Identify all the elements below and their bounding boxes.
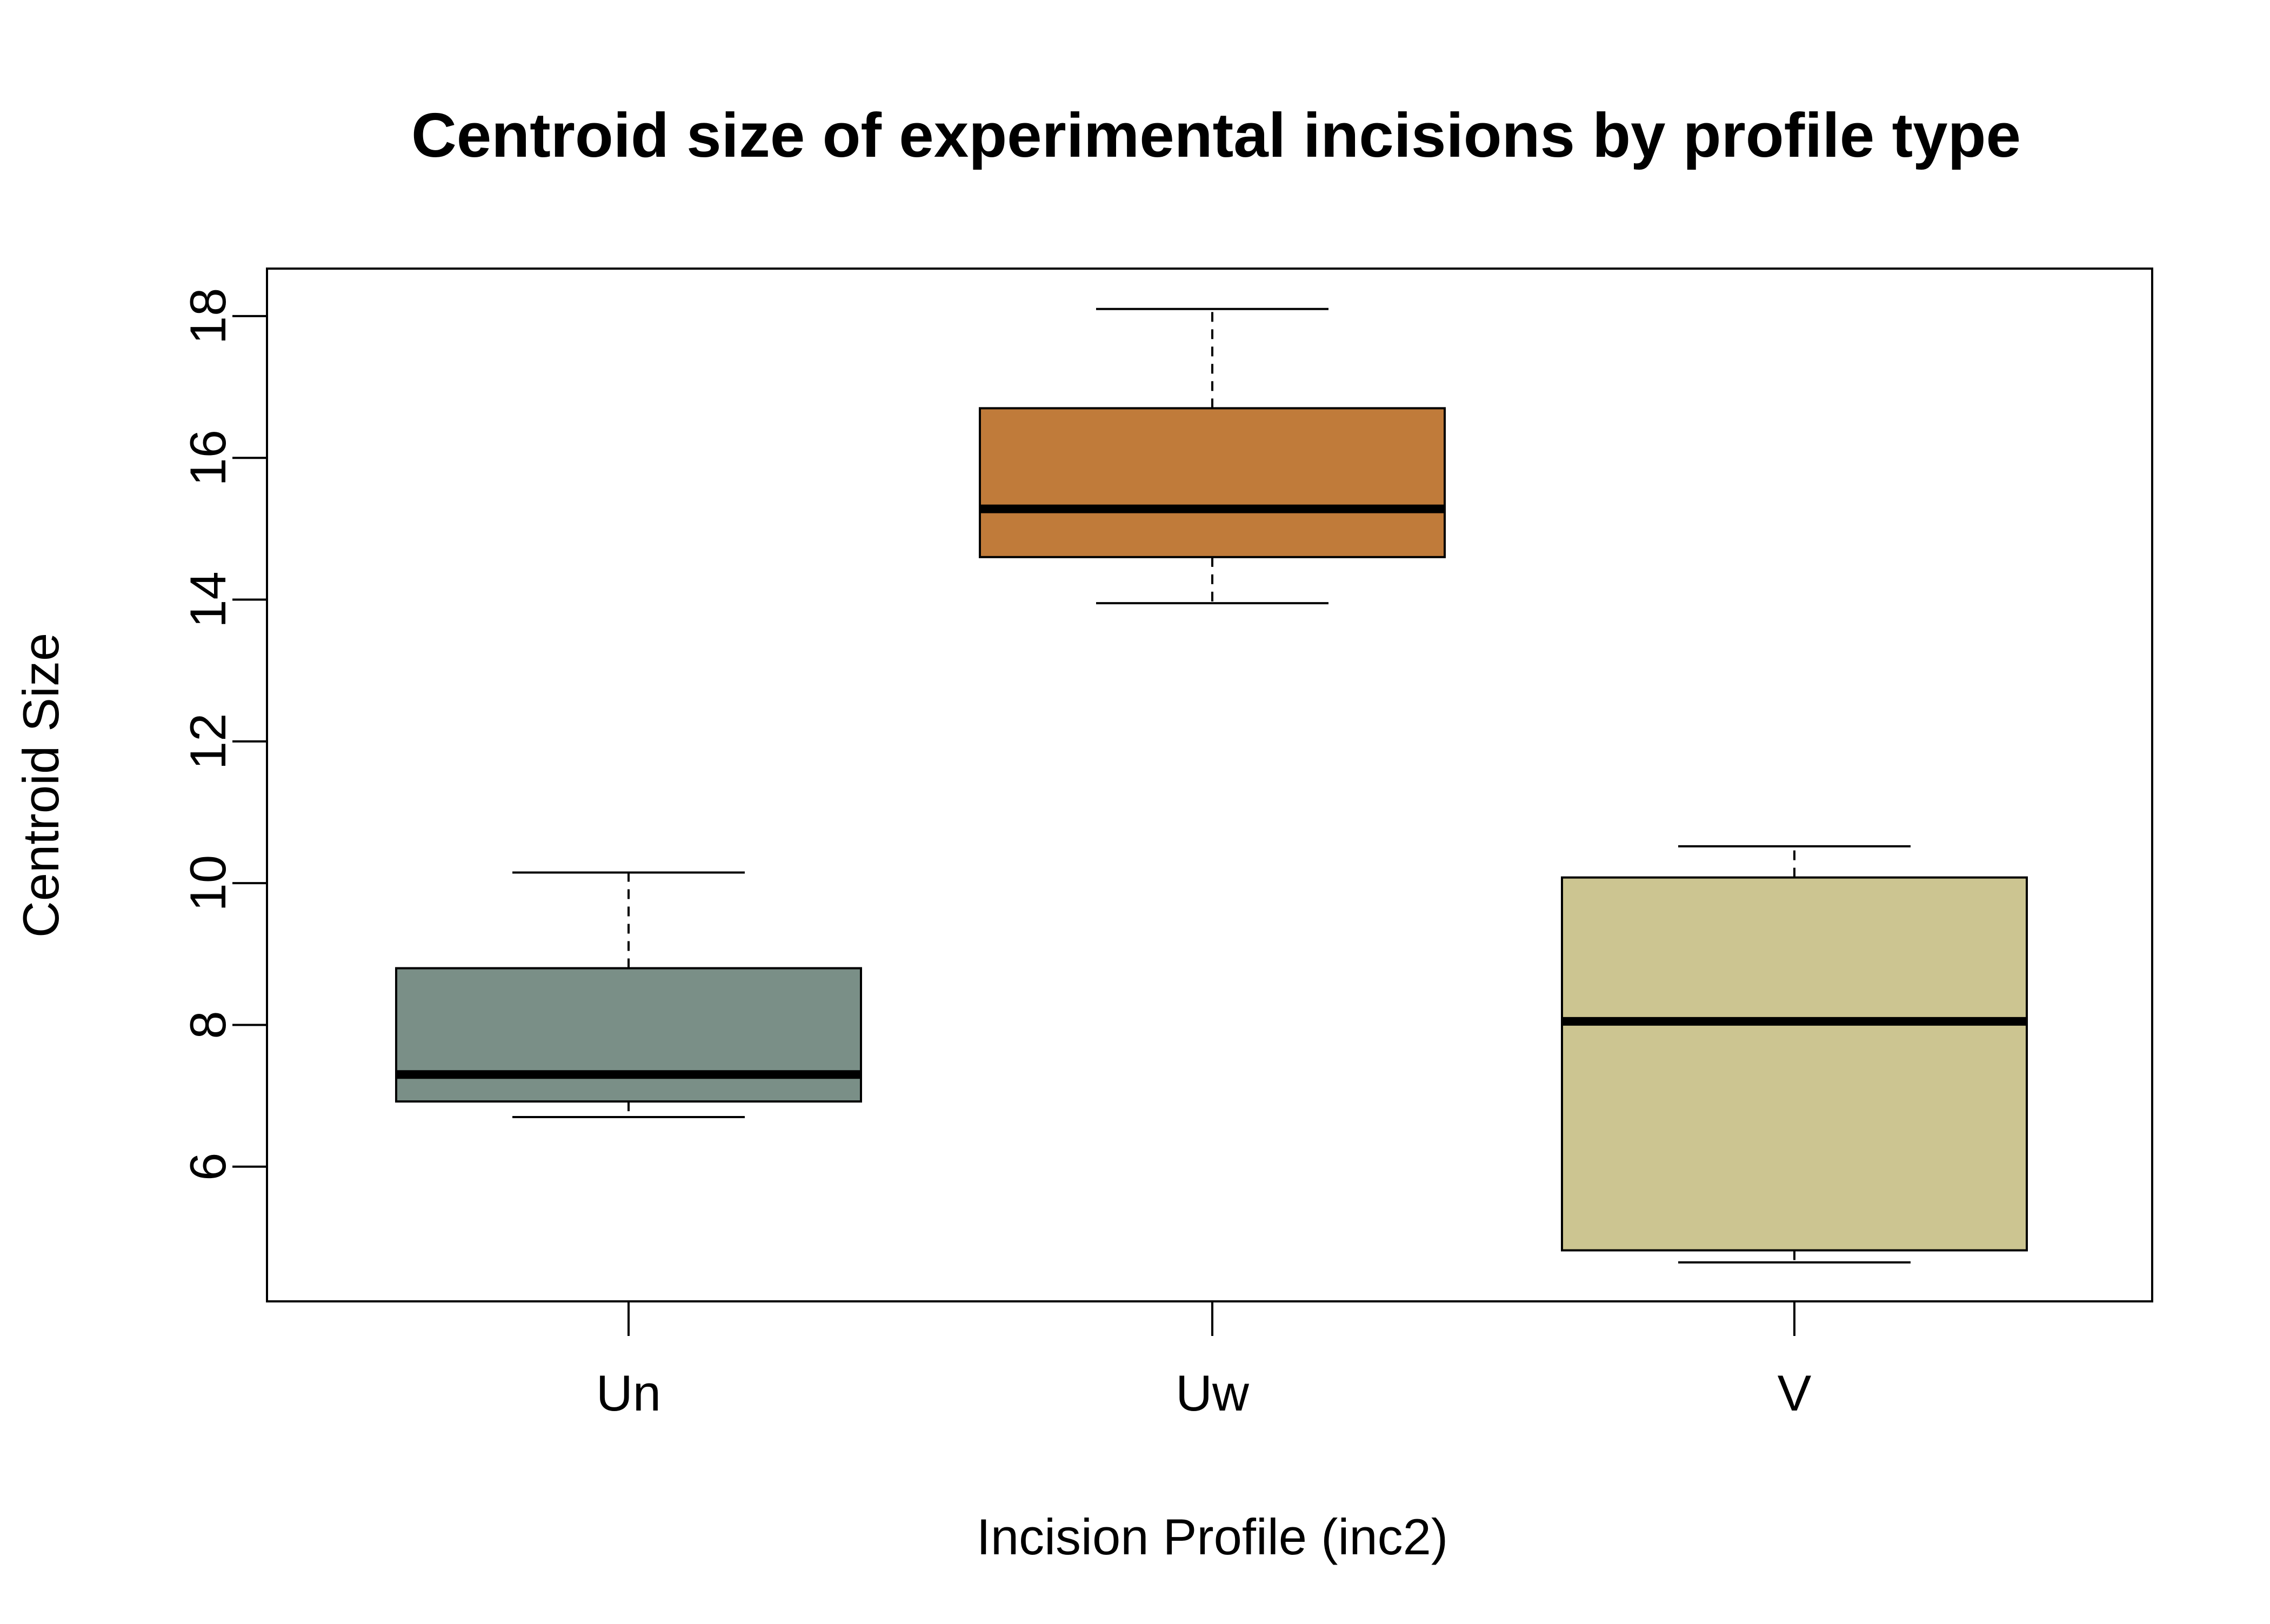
y-axis-label: Centroid Size [12, 633, 69, 938]
boxes-layer [395, 308, 2028, 1264]
box-group-uw [979, 308, 1446, 605]
y-tick-label: 8 [179, 1011, 236, 1039]
box [979, 407, 1446, 558]
x-tick-label: Uw [1176, 1365, 1250, 1421]
y-tick-label: 16 [179, 430, 236, 486]
box-group-v [1561, 845, 2028, 1264]
x-tick-label: V [1778, 1365, 1812, 1421]
y-tick-label: 12 [179, 713, 236, 770]
x-axis-label: Incision Profile (inc2) [977, 1508, 1448, 1565]
x-axis: Un Uw V [596, 1301, 1812, 1421]
y-tick-label: 14 [179, 571, 236, 628]
y-tick-label: 18 [179, 288, 236, 345]
y-tick-label: 6 [179, 1153, 236, 1181]
y-tick-label: 10 [179, 855, 236, 912]
y-axis: 6 8 10 12 14 16 18 [179, 288, 267, 1181]
chart-title: Centroid size of experimental incisions … [411, 100, 2021, 170]
box [395, 967, 862, 1103]
box [1561, 876, 2028, 1252]
box-group-un [395, 871, 862, 1118]
x-tick-label: Un [596, 1365, 661, 1421]
plot-frame [266, 268, 2153, 1302]
